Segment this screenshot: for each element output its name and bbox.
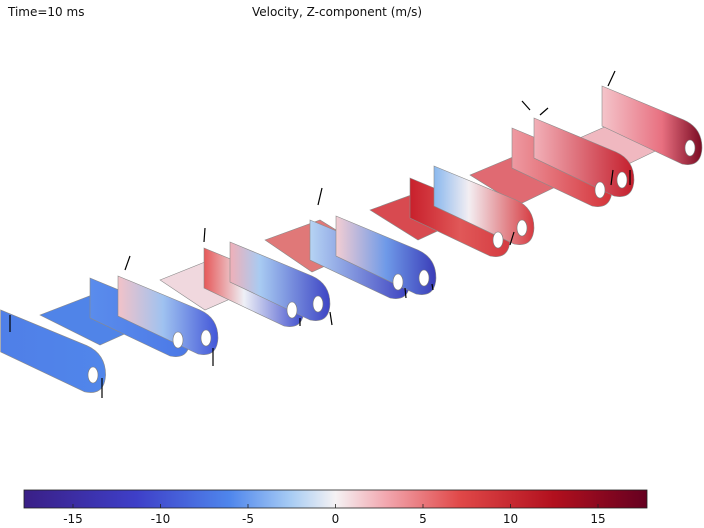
colorbar-tick-label: 15 (590, 512, 605, 526)
colorbar-tick-label: -5 (242, 512, 254, 526)
colorbar-tick-label: 0 (332, 512, 340, 526)
holes (87, 139, 696, 384)
plot-title: Velocity, Z-component (m/s) (252, 5, 422, 19)
colorbar: -15 -10 -5 0 5 10 15 (23, 489, 648, 526)
colorbar-tick-label: -10 (151, 512, 171, 526)
colorbar-tick-label: -15 (63, 512, 83, 526)
colorbar-tick-label: 5 (419, 512, 427, 526)
arrows (9, 70, 631, 398)
colorbar-tick-label: 10 (503, 512, 518, 526)
model (0, 70, 703, 398)
time-label: Time=10 ms (7, 5, 84, 19)
